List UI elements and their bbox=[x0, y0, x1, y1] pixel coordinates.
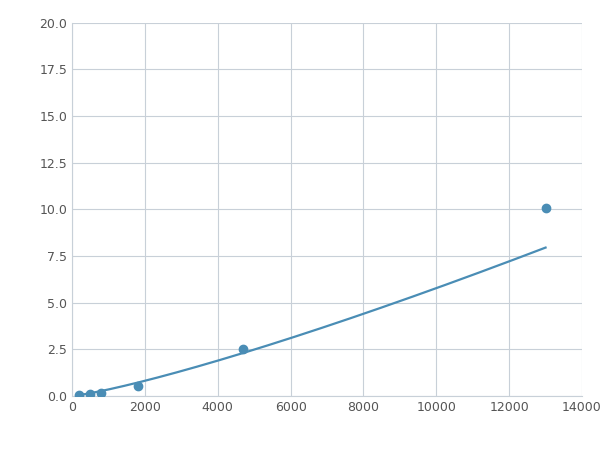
Point bbox=[85, 390, 95, 397]
Point bbox=[74, 391, 84, 398]
Point bbox=[133, 382, 142, 389]
Point bbox=[97, 389, 106, 396]
Point bbox=[541, 205, 550, 212]
Point bbox=[238, 345, 248, 352]
